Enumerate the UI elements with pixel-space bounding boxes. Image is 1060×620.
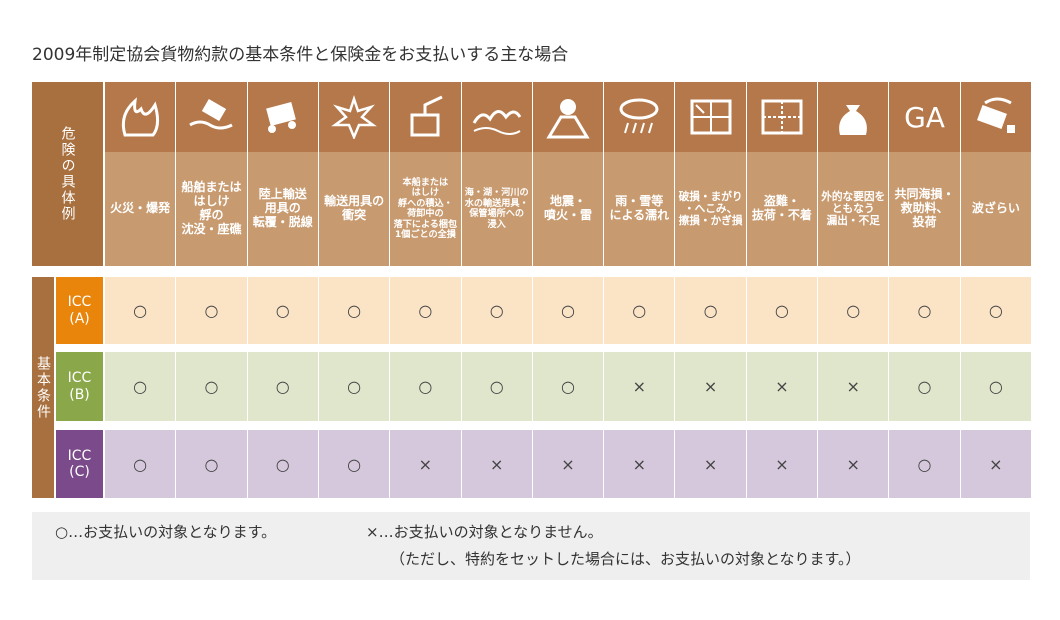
cell: × bbox=[461, 430, 532, 498]
cell: ○ bbox=[176, 352, 247, 421]
row-label: ICC (A) bbox=[56, 277, 103, 344]
column-label: 本船または はしけ 艀への積込・ 荷卸中の 落下による梱包 1個ごとの全損 bbox=[390, 152, 461, 266]
icon-cell bbox=[176, 82, 247, 152]
cell: ○ bbox=[675, 277, 746, 344]
icon-cell bbox=[105, 82, 176, 152]
icon-cell: GA bbox=[889, 82, 960, 152]
column-label: 共同海損・ 救助料、 投荷 bbox=[889, 152, 960, 266]
icon-cell bbox=[960, 82, 1031, 152]
icon bbox=[331, 95, 377, 139]
column-label: 波ざらい bbox=[960, 152, 1031, 266]
cell: ○ bbox=[318, 352, 390, 421]
legend-yes: ○…お支払いの対象となります。 bbox=[55, 523, 277, 541]
icon bbox=[619, 98, 659, 134]
cell: ○ bbox=[889, 277, 960, 344]
column-label: 盗難・ 抜荷・不着 bbox=[746, 152, 818, 266]
cell: ○ bbox=[176, 277, 247, 344]
group-label: 基本条件 bbox=[32, 277, 54, 498]
column-label: 陸上輸送 用具の 転覆・脱線 bbox=[247, 152, 318, 266]
column-label: 雨・雪等 による濡れ bbox=[604, 152, 675, 266]
cell: ○ bbox=[105, 277, 176, 344]
cell: × bbox=[746, 430, 818, 498]
cell: × bbox=[532, 430, 604, 498]
icon-cell bbox=[461, 82, 532, 152]
icon-cell bbox=[604, 82, 675, 152]
cell: ○ bbox=[532, 352, 604, 421]
cell: ○ bbox=[960, 352, 1031, 421]
icon-cell bbox=[247, 82, 318, 152]
icon bbox=[761, 99, 803, 135]
icon-cell bbox=[532, 82, 604, 152]
icon-cell bbox=[818, 82, 889, 152]
legend-no: ×…お支払いの対象となりません。 bbox=[366, 523, 603, 541]
column-label: 外的な要因を ともなう 漏出・不足 bbox=[818, 152, 889, 266]
cell: ○ bbox=[532, 277, 604, 344]
cell: × bbox=[818, 352, 889, 421]
icon bbox=[472, 110, 521, 135]
icon bbox=[546, 99, 590, 139]
cell: ○ bbox=[105, 430, 176, 498]
icon bbox=[265, 101, 296, 133]
cell: ○ bbox=[247, 277, 318, 344]
icon-cell bbox=[318, 82, 390, 152]
cell: ○ bbox=[960, 277, 1031, 344]
row-label: ICC (C) bbox=[56, 430, 103, 498]
cell: ○ bbox=[818, 277, 889, 344]
cell: ○ bbox=[461, 277, 532, 344]
icon bbox=[690, 99, 732, 135]
cell: ○ bbox=[746, 277, 818, 344]
cell: ○ bbox=[105, 352, 176, 421]
column-label: 海・湖・河川の 水の輸送用具・ 保管場所への 浸入 bbox=[461, 152, 532, 266]
column-label: 船舶または はしけ 艀の 沈没・座礁 bbox=[176, 152, 247, 266]
cell: ○ bbox=[318, 277, 390, 344]
cell: × bbox=[604, 352, 675, 421]
column-label: 輸送用具の 衝突 bbox=[318, 152, 390, 266]
legend-note: （ただし、特約をセットした場合には、お支払いの対象となります。） bbox=[390, 550, 861, 568]
cell: ○ bbox=[318, 430, 390, 498]
column-label: 破損・まがり ・へこみ、 擦損・かぎ損 bbox=[675, 152, 746, 266]
cell: ○ bbox=[176, 430, 247, 498]
icon bbox=[410, 95, 443, 137]
icon-cell bbox=[390, 82, 461, 152]
cell: ○ bbox=[390, 352, 461, 421]
cell: × bbox=[960, 430, 1031, 498]
cell: × bbox=[675, 352, 746, 421]
cell: × bbox=[746, 352, 818, 421]
cell: ○ bbox=[604, 277, 675, 344]
cell: ○ bbox=[247, 430, 318, 498]
icon-cell bbox=[746, 82, 818, 152]
icon bbox=[189, 98, 234, 130]
cell: ○ bbox=[247, 352, 318, 421]
icon-cell bbox=[675, 82, 746, 152]
icon bbox=[839, 105, 868, 135]
column-label: 地震・ 噴火・雷 bbox=[532, 152, 604, 266]
cell: × bbox=[390, 430, 461, 498]
cell: ○ bbox=[390, 277, 461, 344]
icon bbox=[122, 97, 160, 137]
cell: × bbox=[818, 430, 889, 498]
cell: × bbox=[604, 430, 675, 498]
cell: × bbox=[675, 430, 746, 498]
icon bbox=[976, 97, 1015, 133]
title: 2009年制定協会貨物約款の基本条件と保険金をお支払いする主な場合 bbox=[32, 45, 569, 65]
cell: ○ bbox=[889, 352, 960, 421]
row-label: ICC (B) bbox=[56, 352, 103, 421]
cell: ○ bbox=[461, 352, 532, 421]
header-label: 危険の具体例 bbox=[32, 82, 103, 266]
cell: ○ bbox=[889, 430, 960, 498]
legend-box bbox=[32, 512, 1030, 580]
column-label: 火災・爆発 bbox=[105, 152, 176, 266]
